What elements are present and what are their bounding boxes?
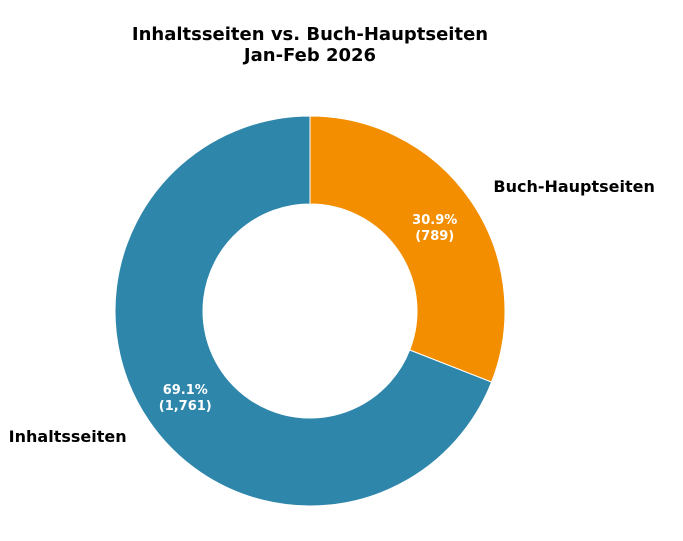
slices-layer (114, 115, 506, 507)
chart-title: Inhaltsseiten vs. Buch-Hauptseiten (132, 24, 488, 45)
slice-value-inhaltsseiten: (1,761) (159, 399, 212, 414)
slice-label-buch-hauptseiten: Buch-Hauptseiten (493, 177, 655, 196)
slice-percent-buch-hauptseiten: 30.9% (412, 213, 457, 228)
chart-subtitle: Jan-Feb 2026 (242, 45, 376, 66)
slice-percent-inhaltsseiten: 69.1% (163, 383, 208, 398)
slice-inhaltsseiten (114, 115, 493, 507)
slice-buch-hauptseiten (309, 115, 506, 383)
slice-value-buch-hauptseiten: (789) (415, 229, 454, 244)
slice-label-inhaltsseiten: Inhaltsseiten (9, 427, 127, 446)
labels-layer: Buch-Hauptseiten 30.9%(789) Inhaltsseiten 6… (9, 177, 655, 446)
